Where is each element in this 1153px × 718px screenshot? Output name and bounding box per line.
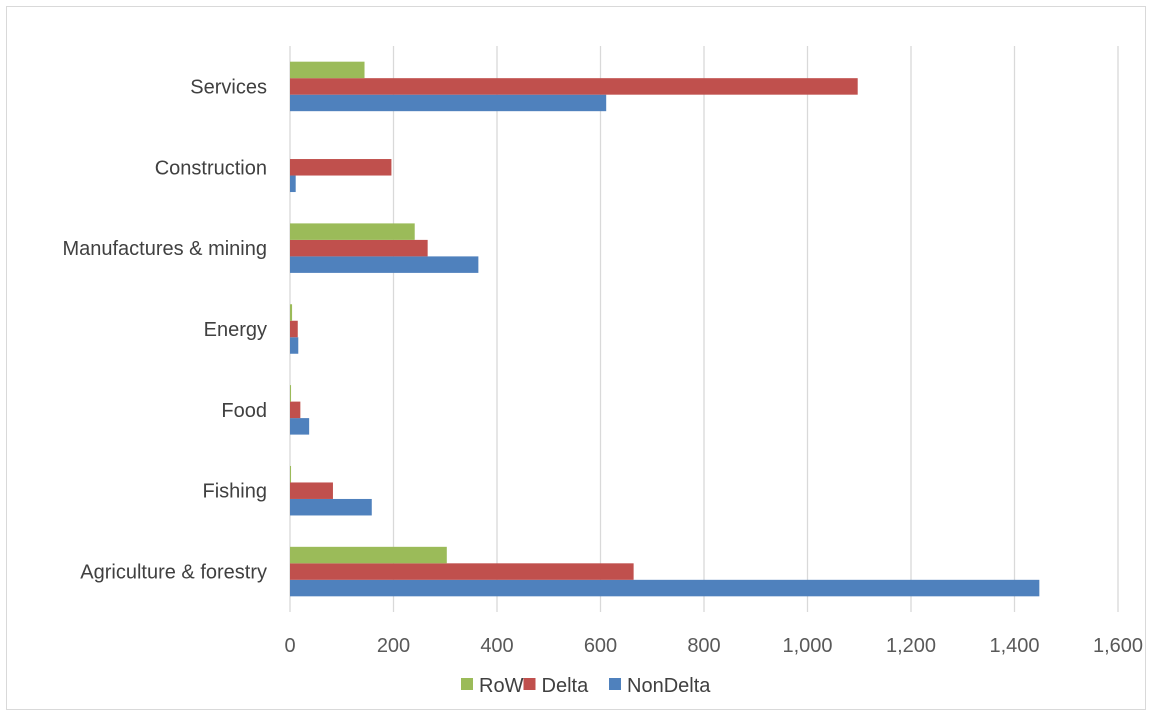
bar-row-6 — [290, 61, 365, 79]
bar-row-1 — [290, 465, 292, 483]
legend: RoW Delta NonDelta — [461, 675, 711, 697]
bar-nondelta-1 — [290, 498, 372, 516]
x-tick-label: 1,200 — [886, 635, 936, 657]
category-label: Fishing — [203, 481, 267, 503]
category-label: Agriculture & forestry — [80, 562, 267, 584]
x-tick-label: 800 — [687, 635, 720, 657]
bar-nondelta-4 — [290, 256, 479, 273]
bar-delta-0 — [290, 563, 634, 580]
bar-nondelta-0 — [290, 579, 1040, 597]
gridlines — [289, 46, 1119, 612]
bar-delta-2 — [290, 401, 301, 419]
x-tick-label: 1,000 — [782, 635, 832, 657]
category-label: Services — [190, 76, 267, 98]
x-tick-label: 400 — [480, 635, 513, 657]
bar-delta-6 — [290, 78, 858, 95]
category-label: Manufactures & mining — [62, 238, 267, 260]
bar-nondelta-2 — [290, 418, 310, 435]
x-tick-label: 0 — [284, 635, 295, 657]
bar-row-4 — [290, 223, 415, 240]
legend-label-row: RoW — [479, 675, 524, 697]
axes: 0 200 400 600 800 1,000 1,200 1,400 1,600 Agricul… — [62, 76, 1143, 657]
bar-nondelta-6 — [290, 94, 607, 112]
bar-row-3 — [290, 304, 293, 321]
legend-swatch-row — [461, 678, 473, 690]
bar-delta-3 — [290, 320, 298, 338]
legend-label-nondelta: NonDelta — [627, 675, 711, 697]
bar-delta-4 — [290, 239, 428, 257]
legend-swatch-nondelta — [609, 678, 621, 690]
bar-nondelta-5 — [290, 175, 296, 193]
category-label: Construction — [155, 157, 267, 179]
bars — [290, 61, 1040, 597]
category-label: Food — [221, 400, 267, 422]
x-tick-label: 1,600 — [1093, 635, 1143, 657]
category-label: Energy — [204, 319, 267, 341]
bar-row-2 — [290, 385, 292, 402]
legend-swatch-delta — [523, 678, 536, 690]
legend-label-delta: Delta — [542, 675, 590, 697]
x-tick-label: 200 — [377, 635, 410, 657]
x-tick-label: 1,400 — [989, 635, 1039, 657]
x-tick-label: 600 — [584, 635, 617, 657]
bar-nondelta-3 — [290, 337, 299, 354]
bar-delta-1 — [290, 482, 333, 499]
bar-delta-5 — [290, 159, 392, 176]
bar-row-0 — [290, 546, 447, 564]
